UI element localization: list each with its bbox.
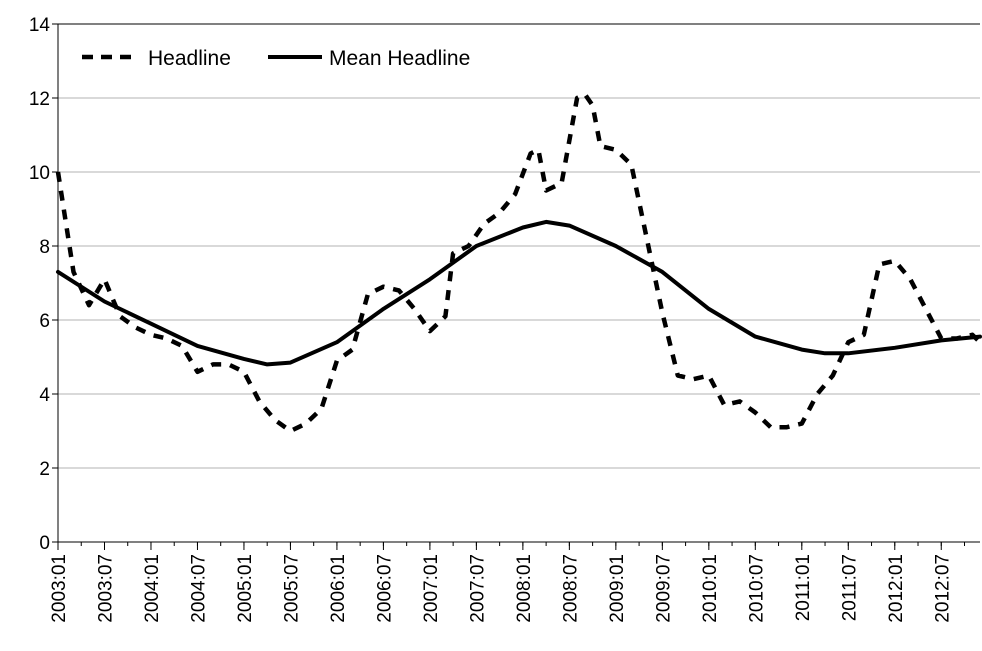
y-tick-label: 0	[39, 533, 50, 554]
y-tick-label: 6	[39, 311, 50, 332]
x-tick-label: 2007:01	[421, 554, 442, 623]
x-tick-label: 2006:07	[374, 554, 395, 623]
y-tick-label: 14	[29, 15, 51, 36]
x-tick-label: 2004:01	[142, 554, 163, 623]
x-tick-label: 2003:01	[49, 554, 70, 623]
x-tick-label: 2006:01	[328, 554, 349, 623]
series-layer	[55, 92, 982, 434]
legend-label-mean-headline: Mean Headline	[329, 47, 470, 70]
x-tick-label: 2012:07	[932, 554, 953, 623]
x-tick-label: 2003:07	[95, 554, 116, 623]
x-tick-label: 2008:01	[514, 554, 535, 623]
legend-label-headline: Headline	[148, 47, 231, 70]
gridlines	[58, 97, 980, 469]
x-tick-label: 2012:01	[886, 554, 907, 623]
series-line-headline	[55, 92, 982, 434]
x-tick-label: 2011:01	[793, 554, 814, 621]
series-line-mean-headline	[56, 219, 982, 367]
x-tick-label: 2011:07	[839, 554, 860, 621]
y-tick-label: 4	[39, 385, 50, 406]
y-tick-label: 12	[29, 89, 50, 110]
x-tick-label: 2009:01	[607, 554, 628, 623]
x-tick-label: 2005:07	[281, 554, 302, 623]
y-tick-label: 8	[39, 237, 50, 258]
x-tick-label: 2010:01	[700, 554, 721, 623]
x-tick-label: 2004:07	[188, 554, 209, 623]
legend: Headline Mean Headline	[82, 47, 470, 70]
x-tick-label: 2010:07	[746, 554, 767, 623]
x-tick-label: 2005:01	[235, 554, 256, 623]
axes: 0 2 4 6 8 10 12 14 2003:01 2003:07 2004:01 2004:07 2…	[29, 15, 980, 623]
x-tick-label: 2008:07	[560, 554, 581, 623]
x-tick-label: 2007:07	[467, 554, 488, 623]
y-tick-label: 10	[29, 163, 50, 184]
y-tick-label: 2	[39, 459, 50, 480]
x-tick-label: 2009:07	[653, 554, 674, 623]
